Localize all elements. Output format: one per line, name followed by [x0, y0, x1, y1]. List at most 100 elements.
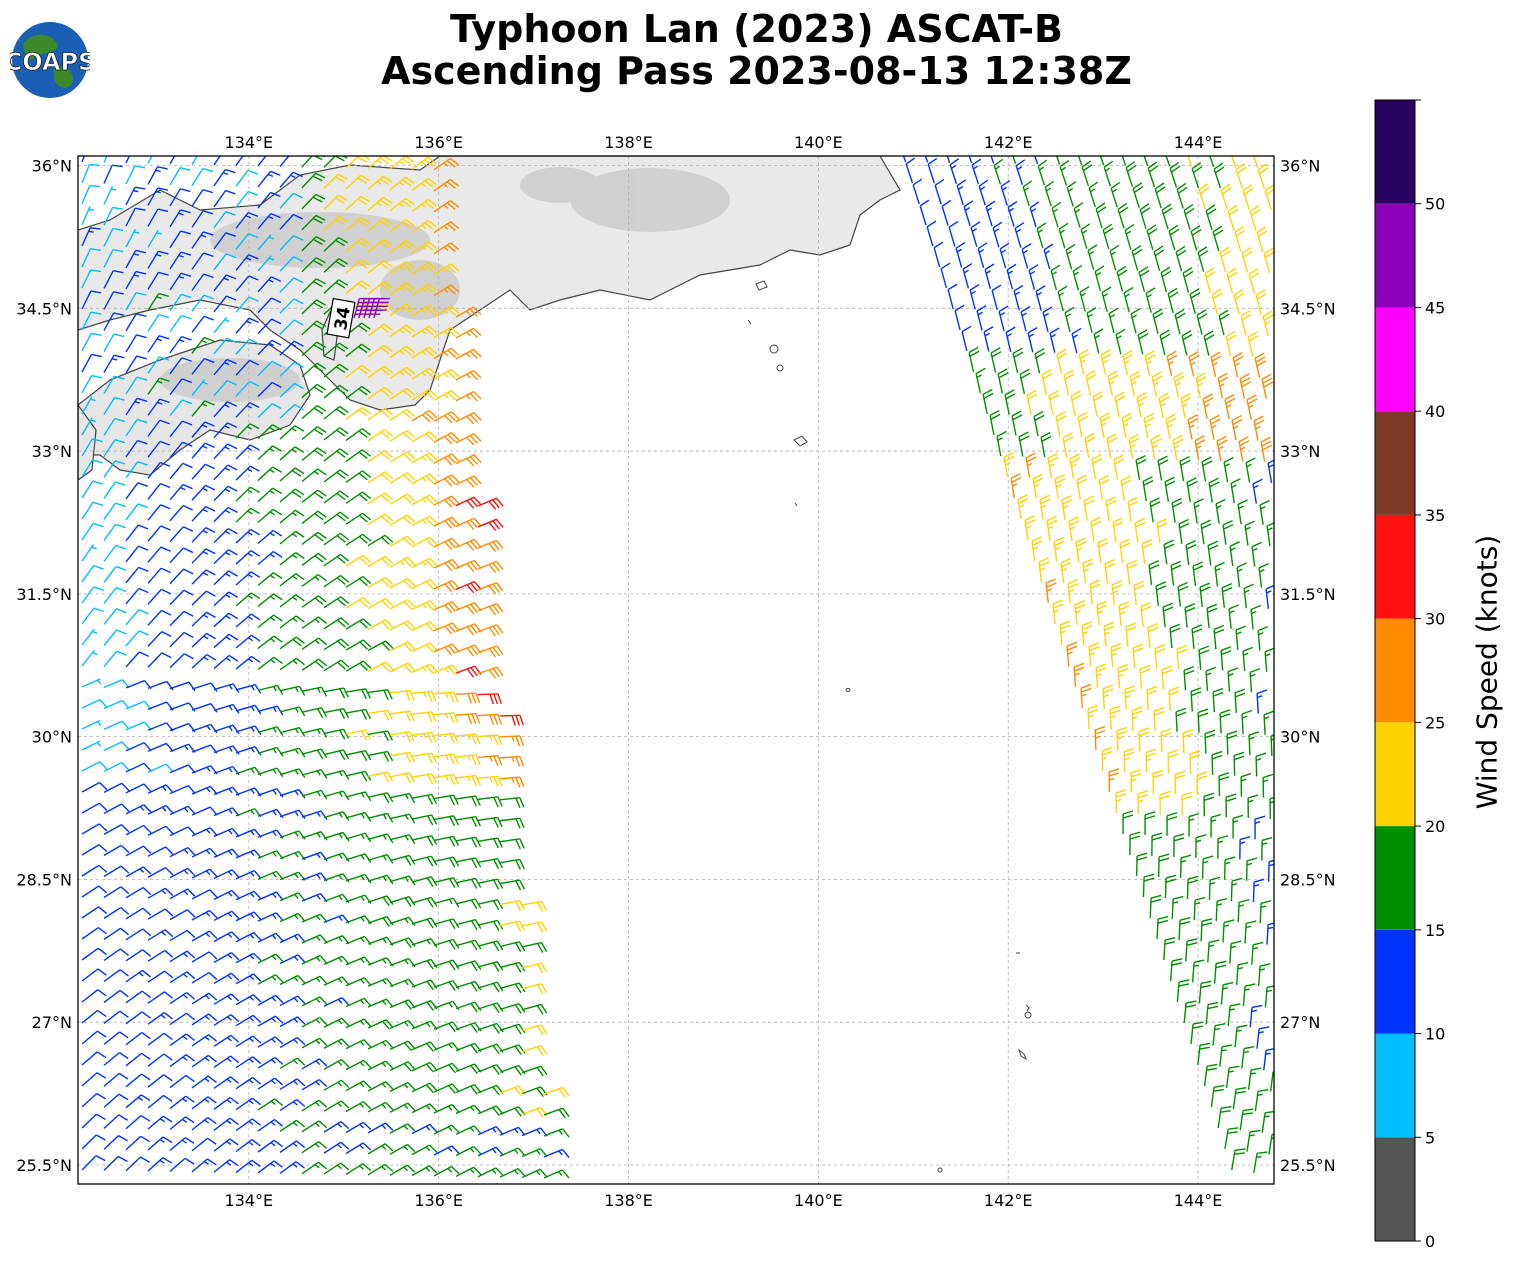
wind-barb — [213, 337, 237, 355]
wind-barb — [147, 546, 171, 563]
wind-barb — [301, 320, 326, 336]
wind-barb — [257, 424, 282, 440]
wind-barb — [477, 560, 504, 574]
wind-barb — [323, 279, 349, 294]
wind-barb — [323, 258, 349, 273]
wind-barbs — [81, 156, 1274, 1179]
wind-barb — [455, 559, 482, 573]
wind-barb — [169, 293, 192, 312]
lat-lon-grid — [78, 156, 1274, 1184]
wind-barb — [81, 374, 103, 394]
wind-barb — [147, 208, 169, 227]
wind-barb — [125, 334, 147, 353]
wind-barb — [147, 440, 171, 458]
wind-barb — [301, 156, 326, 168]
wind-barb — [411, 557, 438, 569]
wind-barb — [345, 470, 372, 483]
wind-barb — [367, 239, 393, 253]
wind-barb — [345, 174, 371, 190]
wind-barb — [147, 156, 153, 164]
wind-barb — [301, 193, 326, 210]
wind-barb — [279, 213, 304, 230]
wind-barb — [235, 528, 261, 544]
wind-barb — [389, 472, 416, 484]
wind-barb — [279, 277, 304, 293]
wind-barb — [147, 335, 170, 353]
wind-barb — [235, 423, 260, 439]
wind-barb — [477, 539, 504, 552]
wind-barb — [477, 497, 504, 510]
wind-barb — [81, 459, 103, 478]
wind-barb — [103, 481, 126, 499]
wind-barb — [213, 168, 236, 187]
colorbar-tick-label: 35 — [1425, 506, 1445, 525]
wind-barb — [367, 407, 394, 421]
wind-barb — [125, 313, 147, 332]
wind-barb — [433, 558, 460, 572]
wind-barb — [235, 571, 261, 586]
wind-barb — [345, 195, 371, 211]
wind-barb — [279, 425, 305, 440]
wind-barb — [191, 505, 216, 522]
wind-barb — [257, 297, 282, 314]
wind-barb — [235, 550, 261, 565]
wind-barb — [433, 368, 460, 380]
wind-barb — [213, 570, 238, 586]
izu-islands — [747, 280, 1032, 1173]
wind-barb — [169, 335, 192, 354]
wind-barb — [301, 257, 326, 273]
wind-barb — [389, 240, 415, 254]
wind-barb — [191, 273, 214, 291]
wind-barb — [345, 259, 371, 274]
colorbar-bin — [1375, 100, 1415, 204]
wind-barb — [323, 215, 348, 231]
wind-barb — [345, 385, 371, 400]
wind-barb — [411, 283, 438, 296]
wind-barb — [125, 418, 148, 437]
wind-barb — [257, 339, 282, 356]
wind-barb — [411, 473, 438, 485]
wind-barb — [125, 439, 148, 458]
wind-barb — [169, 441, 193, 459]
wind-barb — [367, 281, 393, 295]
wind-barb — [279, 573, 305, 587]
wind-barb — [125, 503, 149, 521]
wind-barb — [301, 426, 327, 441]
wind-barb — [191, 463, 216, 480]
wind-barb — [103, 439, 126, 457]
wind-barb — [169, 547, 194, 564]
wind-barb — [411, 262, 438, 275]
wind-barb — [81, 163, 100, 184]
chart-title: Typhoon Lan (2023) ASCAT-B — [450, 7, 1063, 51]
wind-barb — [389, 218, 415, 233]
wind-barb — [367, 323, 393, 337]
wind-barb — [257, 276, 282, 293]
wind-barb — [103, 333, 125, 352]
colorbar-bin — [1375, 307, 1415, 412]
wind-barb — [323, 194, 348, 210]
wind-barb — [235, 402, 260, 418]
wind-barb — [103, 164, 123, 184]
colorbar-tick-label: 25 — [1425, 713, 1445, 732]
wind-barb — [147, 292, 169, 311]
wind-barb — [433, 516, 460, 529]
wind-barb — [147, 398, 170, 416]
wind-barb — [257, 170, 281, 188]
wind-barb — [81, 290, 102, 310]
wind-barb — [257, 381, 282, 398]
wind-barb — [367, 534, 394, 547]
wind-barb — [279, 361, 304, 377]
wind-barb — [433, 537, 460, 550]
wind-barb — [103, 460, 126, 478]
colorbar-tick-label: 10 — [1425, 1025, 1445, 1044]
wind-barb — [81, 156, 86, 163]
wind-barb — [345, 343, 371, 358]
wind-barb — [389, 324, 416, 338]
wind-barb — [323, 363, 349, 378]
wind-barb — [191, 569, 216, 585]
wind-barb — [301, 383, 327, 399]
colorbar-bin — [1375, 1137, 1415, 1241]
wind-barb — [345, 575, 372, 588]
wind-barb — [389, 197, 415, 212]
wind-barb — [389, 577, 416, 589]
